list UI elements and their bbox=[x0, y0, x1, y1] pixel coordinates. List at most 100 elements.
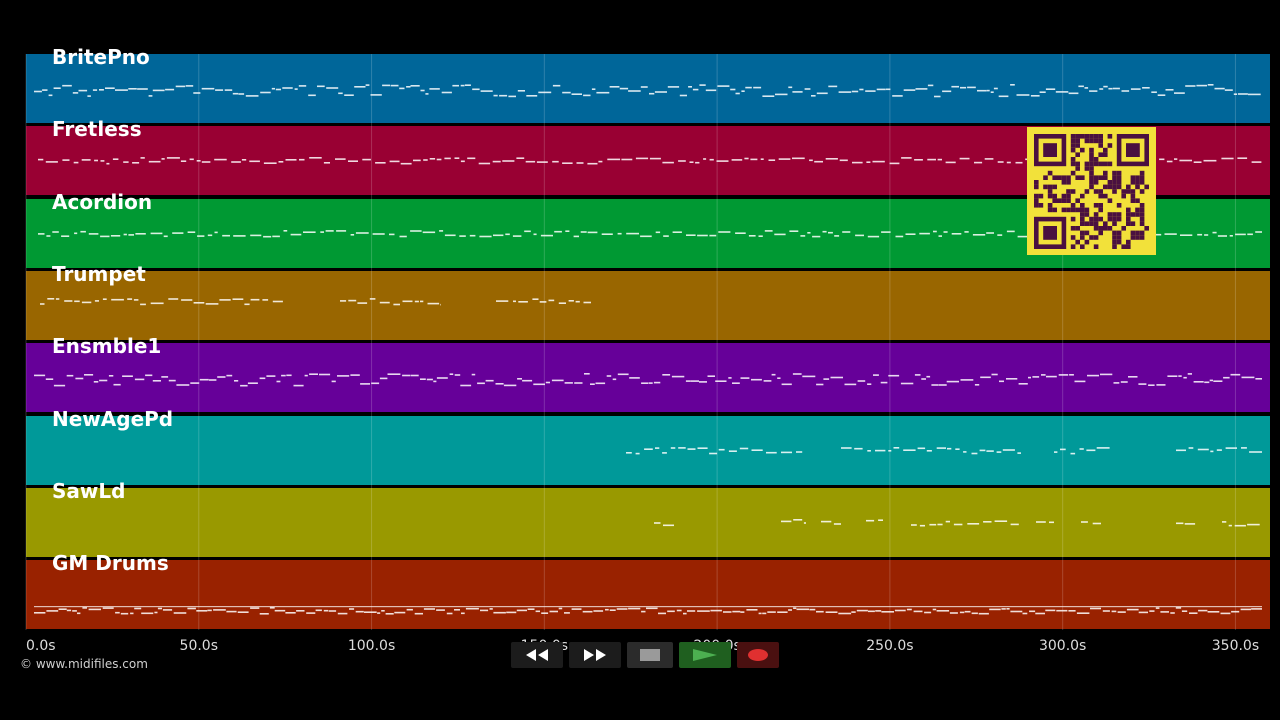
note-mark bbox=[1176, 449, 1186, 452]
qr-module bbox=[1116, 235, 1122, 240]
note-mark bbox=[193, 92, 201, 94]
play-button[interactable] bbox=[679, 642, 731, 668]
note-mark bbox=[1017, 452, 1021, 454]
qr-module bbox=[1070, 207, 1076, 213]
note-mark bbox=[272, 300, 283, 303]
note-mark bbox=[1055, 91, 1069, 93]
note-mark bbox=[1081, 521, 1088, 523]
note-mark bbox=[771, 373, 776, 376]
qr-module bbox=[1135, 198, 1140, 203]
note-mark bbox=[825, 158, 838, 160]
qr-module bbox=[1052, 184, 1057, 190]
note-mark bbox=[739, 447, 749, 450]
note-mark bbox=[571, 608, 582, 610]
track-lane bbox=[26, 488, 1270, 557]
note-mark bbox=[933, 230, 937, 233]
note-mark bbox=[137, 88, 148, 90]
note-mark bbox=[554, 230, 562, 233]
note-mark bbox=[58, 608, 67, 610]
note-mark bbox=[802, 375, 816, 378]
note-mark bbox=[1028, 376, 1031, 379]
note-mark bbox=[695, 161, 700, 164]
note-mark bbox=[1220, 612, 1231, 615]
note-mark bbox=[895, 235, 904, 238]
track-notes bbox=[626, 447, 1262, 455]
qr-module bbox=[1070, 138, 1076, 144]
note-mark bbox=[1086, 449, 1096, 452]
note-mark bbox=[372, 233, 385, 235]
rewind-button[interactable] bbox=[511, 642, 563, 668]
note-mark bbox=[1002, 449, 1015, 451]
note-mark bbox=[635, 452, 640, 455]
note-mark bbox=[323, 609, 329, 612]
note-mark bbox=[1255, 231, 1262, 233]
note-mark bbox=[1159, 158, 1165, 161]
record-button[interactable] bbox=[737, 642, 779, 668]
note-mark bbox=[62, 84, 72, 87]
note-mark bbox=[410, 374, 419, 377]
note-mark bbox=[285, 612, 296, 614]
note-mark bbox=[781, 451, 792, 454]
qr-module bbox=[1107, 134, 1113, 139]
note-mark bbox=[87, 95, 91, 97]
note-mark bbox=[816, 92, 828, 95]
note-mark bbox=[900, 382, 914, 385]
note-mark bbox=[606, 375, 612, 377]
note-mark bbox=[325, 230, 334, 232]
note-mark bbox=[34, 90, 42, 93]
qr-module bbox=[1070, 216, 1076, 222]
qr-module bbox=[1093, 244, 1099, 249]
note-mark bbox=[72, 610, 77, 612]
note-mark bbox=[46, 610, 59, 612]
note-mark bbox=[732, 382, 740, 384]
note-mark bbox=[1155, 607, 1160, 609]
qr-module bbox=[1080, 212, 1085, 217]
qr-module bbox=[1126, 189, 1131, 194]
note-mark bbox=[1189, 612, 1198, 614]
note-mark bbox=[190, 382, 200, 384]
fast-forward-button[interactable] bbox=[569, 642, 621, 668]
qr-module bbox=[1126, 184, 1131, 190]
note-mark bbox=[536, 161, 548, 163]
note-mark bbox=[580, 231, 587, 233]
note-mark bbox=[495, 383, 504, 385]
note-mark bbox=[100, 235, 110, 238]
note-mark bbox=[539, 301, 547, 303]
note-mark bbox=[921, 378, 926, 380]
note-mark bbox=[937, 523, 943, 526]
qr-module bbox=[1084, 212, 1090, 217]
note-mark bbox=[222, 234, 230, 237]
note-mark bbox=[1204, 234, 1209, 236]
note-mark bbox=[855, 234, 864, 237]
note-mark bbox=[812, 235, 821, 238]
qr-module bbox=[1112, 216, 1117, 222]
qr-module bbox=[1098, 207, 1103, 213]
note-mark bbox=[172, 232, 184, 234]
qr-module bbox=[1038, 203, 1044, 208]
note-mark bbox=[362, 158, 371, 161]
note-mark bbox=[640, 86, 648, 88]
qr-module bbox=[1089, 180, 1094, 185]
note-mark bbox=[699, 84, 706, 86]
qr-module bbox=[1052, 193, 1057, 199]
track-name-label: BritePno bbox=[52, 45, 150, 69]
note-mark bbox=[348, 160, 358, 162]
note-mark bbox=[705, 89, 717, 92]
qr-module bbox=[1084, 207, 1090, 213]
qr-module bbox=[1093, 221, 1099, 226]
tick-label: 250.0s bbox=[866, 638, 914, 654]
note-mark bbox=[390, 84, 399, 87]
qr-finder bbox=[1126, 143, 1140, 157]
note-mark bbox=[493, 234, 504, 237]
note-mark bbox=[1237, 93, 1248, 95]
note-mark bbox=[1126, 608, 1139, 611]
qr-module bbox=[1080, 147, 1085, 153]
stop-button[interactable] bbox=[627, 642, 673, 668]
note-mark bbox=[541, 612, 549, 614]
note-mark bbox=[889, 162, 900, 165]
note-mark bbox=[350, 234, 355, 236]
note-mark bbox=[997, 234, 1003, 236]
note-mark bbox=[99, 379, 108, 382]
qr-module bbox=[1139, 175, 1145, 180]
note-mark bbox=[685, 380, 691, 382]
